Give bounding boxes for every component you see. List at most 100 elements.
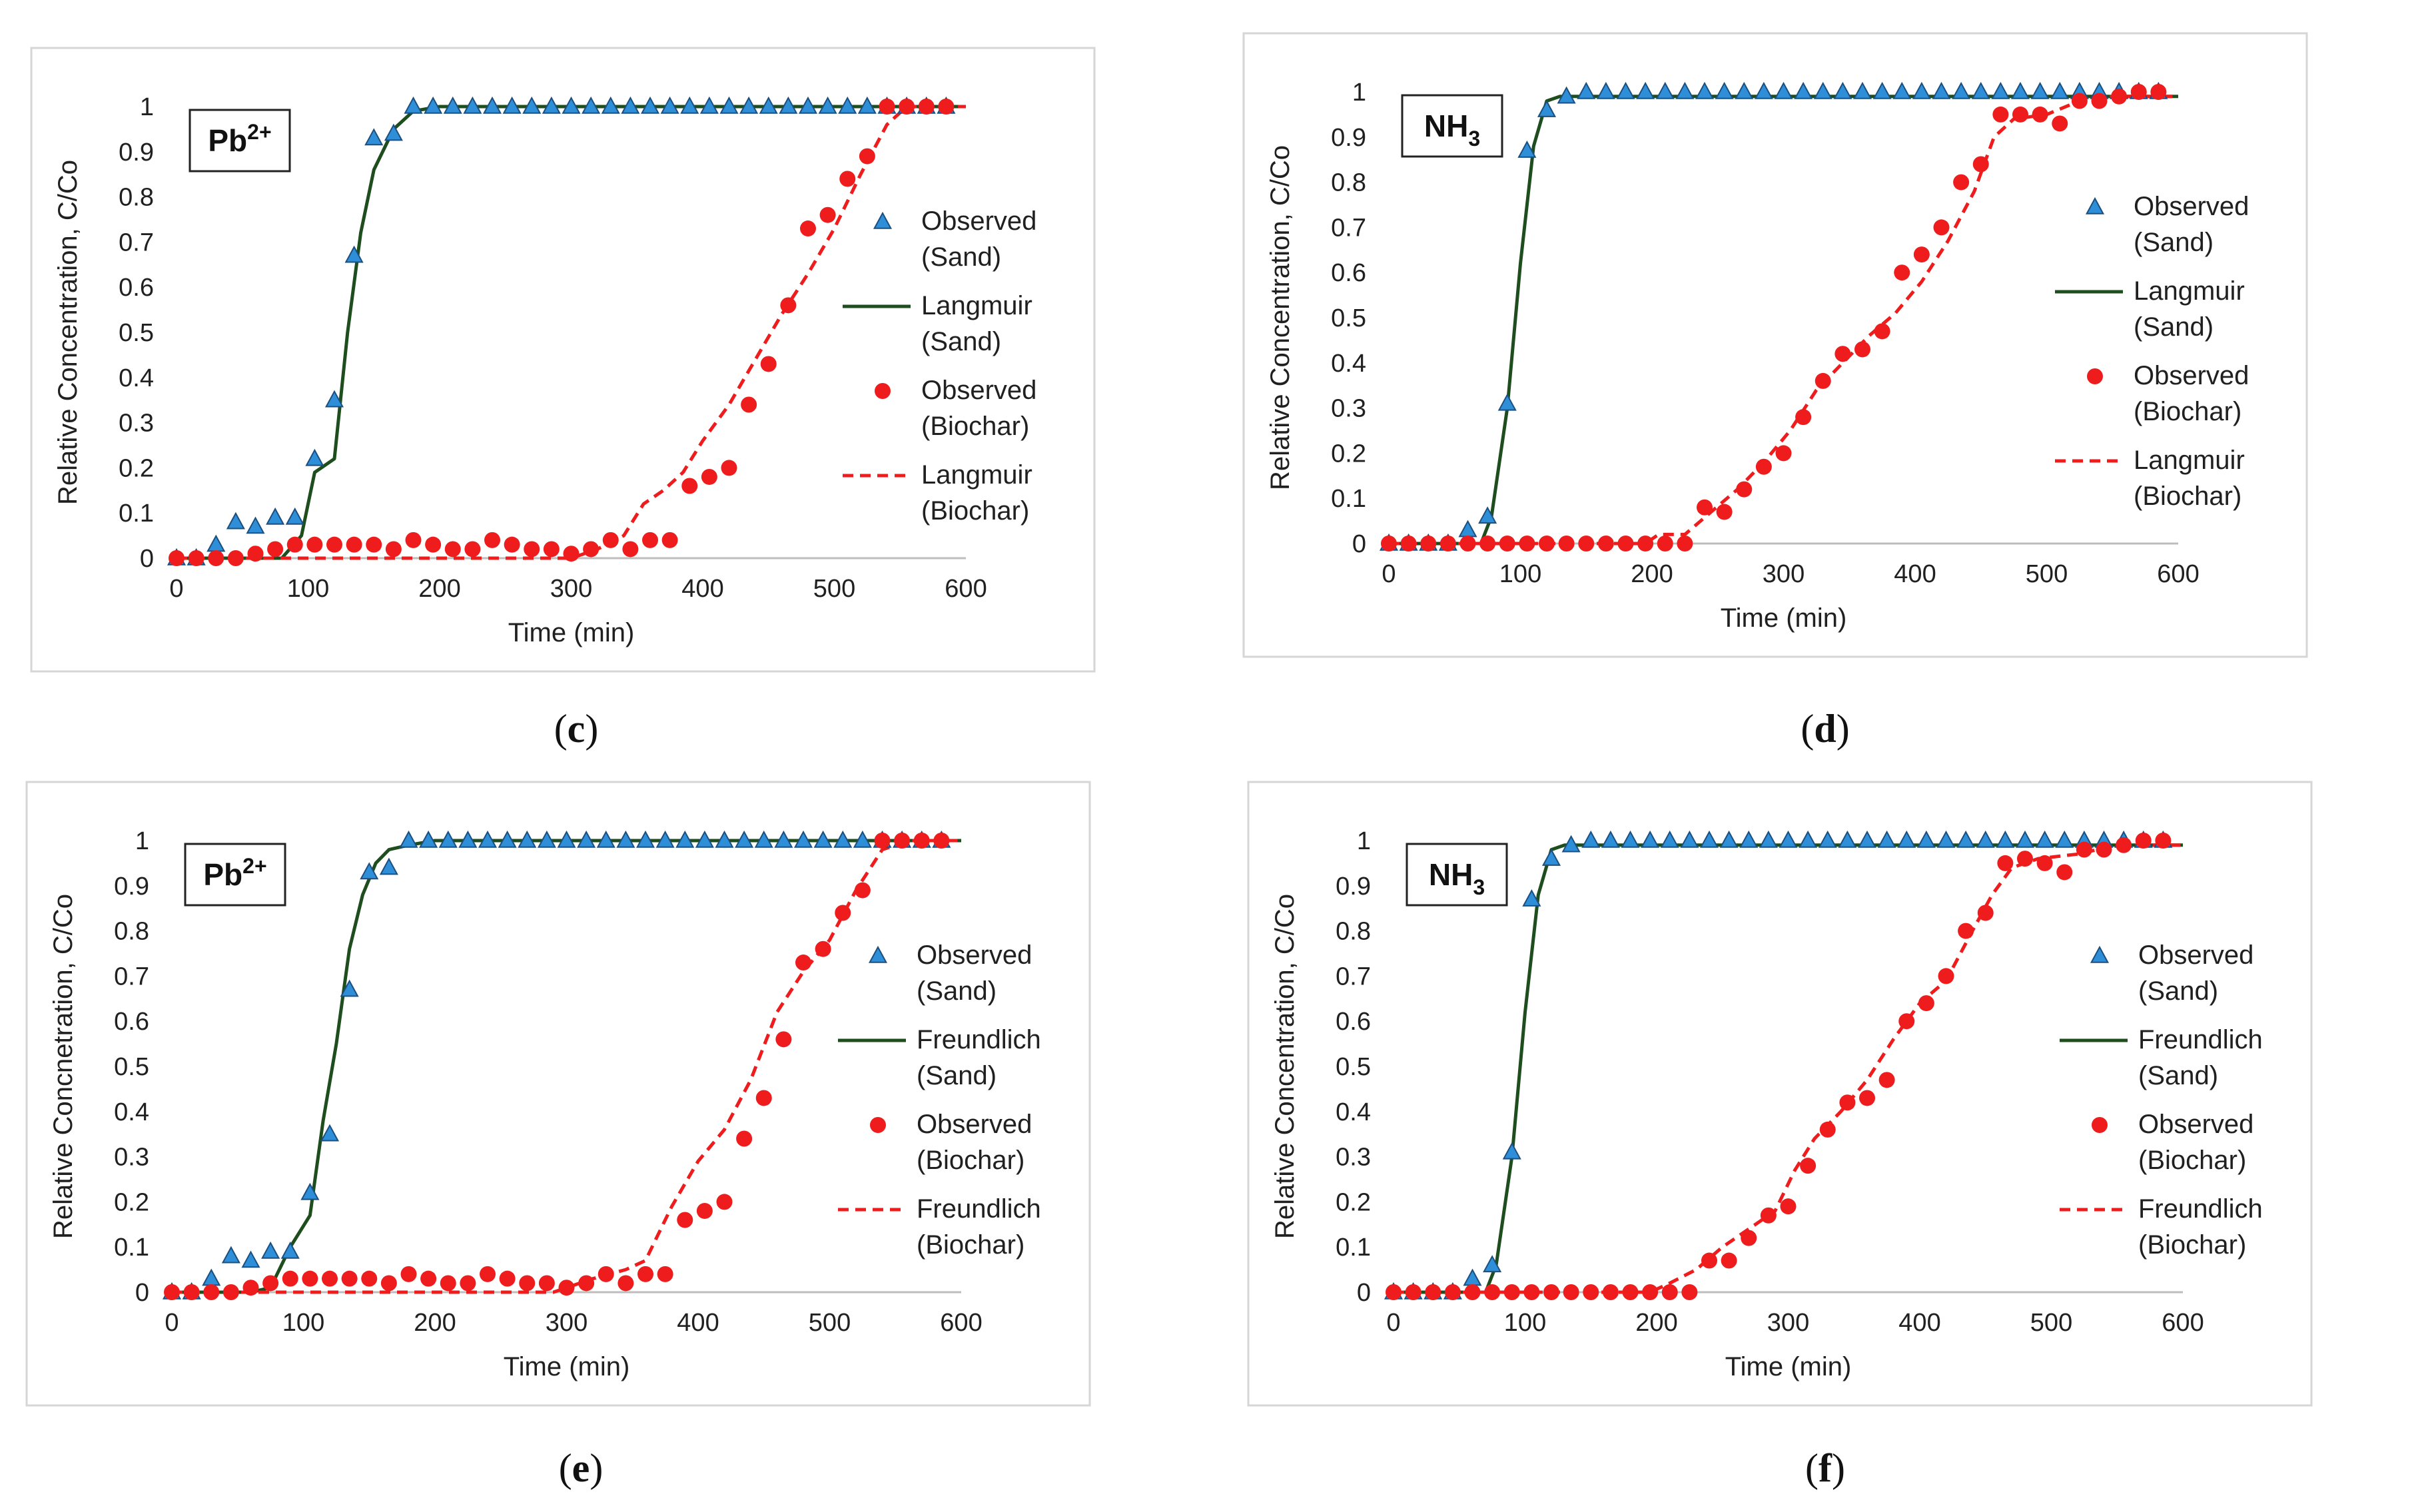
legend-label-line2: (Sand) bbox=[2138, 1061, 2218, 1090]
sand-point bbox=[562, 96, 581, 114]
biochar-point bbox=[1425, 1284, 1441, 1300]
y-tick-label: 0.7 bbox=[119, 228, 154, 256]
sand-point bbox=[715, 830, 734, 848]
y-tick-label: 0.2 bbox=[1336, 1188, 1371, 1216]
biochar-point bbox=[1918, 995, 1934, 1012]
legend-label-line2: (Biochar) bbox=[921, 412, 1029, 441]
y-tick-label: 0.4 bbox=[119, 364, 154, 392]
biochar-point bbox=[2116, 837, 2132, 853]
sand-point bbox=[1502, 1142, 1521, 1160]
legend-label-line2: (Sand) bbox=[921, 242, 1001, 272]
legend-label-line2: (Biochar) bbox=[2138, 1146, 2246, 1175]
sand-point bbox=[2050, 81, 2070, 99]
biochar-point bbox=[2155, 833, 2172, 849]
biochar-point bbox=[1583, 1284, 1599, 1300]
biochar-point bbox=[1736, 481, 1753, 498]
sand-point bbox=[2015, 830, 2035, 848]
x-tick-label: 400 bbox=[1894, 560, 1936, 588]
biochar-point bbox=[755, 1090, 772, 1106]
y-tick-label: 0.8 bbox=[1331, 169, 1366, 197]
chart-svg-e: 0 0.1 0.2 0.3 0.4 0.5 0.6 0.7 0.8 0.9 1 0 100 200 300 4… bbox=[25, 781, 1091, 1407]
sand-point bbox=[384, 123, 403, 141]
biochar-point bbox=[1755, 458, 1772, 475]
y-tick-label: 0.3 bbox=[114, 1144, 149, 1172]
biochar-point bbox=[480, 1266, 496, 1282]
biochar-point bbox=[1933, 219, 1950, 236]
biochar-point bbox=[1444, 1284, 1461, 1300]
legend-circle-icon bbox=[2087, 368, 2103, 384]
sand-point bbox=[601, 96, 620, 114]
biochar-point bbox=[366, 536, 382, 553]
y-tick-label: 0.2 bbox=[114, 1188, 149, 1216]
biochar-point bbox=[420, 1270, 437, 1287]
y-tick-label: 0.1 bbox=[114, 1234, 149, 1262]
sand-point bbox=[424, 96, 443, 114]
biochar-point bbox=[617, 1275, 634, 1292]
biochar-point bbox=[222, 1284, 239, 1300]
y-tick-label: 0.8 bbox=[1336, 918, 1371, 946]
y-tick-label: 0.5 bbox=[119, 319, 154, 347]
biochar-point bbox=[2071, 93, 2088, 109]
legend-triangle-icon bbox=[2090, 945, 2110, 963]
y-tick-label: 1 bbox=[1357, 827, 1371, 855]
biochar-point bbox=[637, 1266, 653, 1282]
biochar-point bbox=[1953, 174, 1970, 190]
y-tick-label: 0.5 bbox=[1331, 304, 1366, 332]
legend-label-line1: Observed bbox=[917, 941, 1032, 970]
legend-label-line2: (Sand) bbox=[2134, 228, 2214, 257]
biochar-point bbox=[464, 541, 481, 558]
sand-point bbox=[404, 96, 423, 114]
y-tick-label: 0.9 bbox=[119, 139, 154, 167]
biochar-point bbox=[1602, 1284, 1619, 1300]
biochar-point bbox=[543, 541, 560, 558]
sand-point bbox=[719, 96, 739, 114]
biochar-point bbox=[1578, 536, 1595, 552]
series-line-sand-1 bbox=[1394, 843, 2183, 1294]
legend-label-line1: Observed bbox=[917, 1110, 1032, 1139]
biochar-point bbox=[1637, 536, 1654, 552]
y-tick-label: 0.6 bbox=[1336, 1008, 1371, 1036]
sand-point bbox=[699, 96, 719, 114]
legend-label-line2: (Sand) bbox=[917, 1061, 997, 1090]
y-tick-label: 0.9 bbox=[1336, 873, 1371, 901]
biochar-point bbox=[2111, 88, 2128, 105]
y-tick-label: 1 bbox=[135, 827, 149, 855]
biochar-point bbox=[188, 550, 204, 566]
sand-point bbox=[1952, 81, 1971, 99]
sand-point bbox=[774, 830, 793, 848]
legend-label-line1: Freundlich bbox=[2138, 1025, 2263, 1054]
sand-point bbox=[635, 830, 655, 848]
sand-point bbox=[226, 512, 245, 530]
species-label-text: NH3 bbox=[1424, 109, 1480, 151]
sand-point bbox=[1971, 81, 1990, 99]
sand-point bbox=[1596, 81, 1615, 99]
legend-entry-0: Observed (Sand) bbox=[2085, 192, 2249, 257]
y-tick-label: 0.5 bbox=[1336, 1053, 1371, 1081]
biochar-point bbox=[1721, 1252, 1737, 1269]
biochar-point bbox=[208, 550, 224, 566]
sand-point bbox=[1497, 393, 1517, 411]
legend-label-line2: (Biochar) bbox=[917, 1146, 1024, 1175]
sand-point bbox=[522, 96, 542, 114]
biochar-point bbox=[1563, 1284, 1579, 1300]
biochar-point bbox=[267, 541, 284, 558]
biochar-point bbox=[1977, 905, 1994, 921]
biochar-point bbox=[1405, 1284, 1421, 1300]
legend-label-line1: Freundlich bbox=[917, 1025, 1041, 1054]
biochar-point bbox=[839, 171, 856, 187]
biochar-point bbox=[795, 954, 811, 971]
sand-point bbox=[577, 830, 596, 848]
panel-caption-e: (e) bbox=[558, 1446, 604, 1490]
species-label: NH3 bbox=[1401, 94, 1503, 158]
biochar-point bbox=[1519, 536, 1535, 552]
biochar-point bbox=[558, 1280, 575, 1296]
y-tick-label: 0.2 bbox=[119, 454, 154, 482]
sand-point bbox=[399, 830, 418, 848]
biochar-point bbox=[859, 148, 875, 165]
chart-panel-c: 0 0.1 0.2 0.3 0.4 0.5 0.6 0.7 0.8 0.9 1 0 100 200 300 4… bbox=[30, 47, 1096, 673]
biochar-point bbox=[918, 99, 935, 115]
biochar-point bbox=[326, 536, 342, 553]
biochar-point bbox=[1815, 372, 1831, 389]
biochar-point bbox=[1543, 1284, 1559, 1300]
biochar-point bbox=[701, 468, 717, 485]
